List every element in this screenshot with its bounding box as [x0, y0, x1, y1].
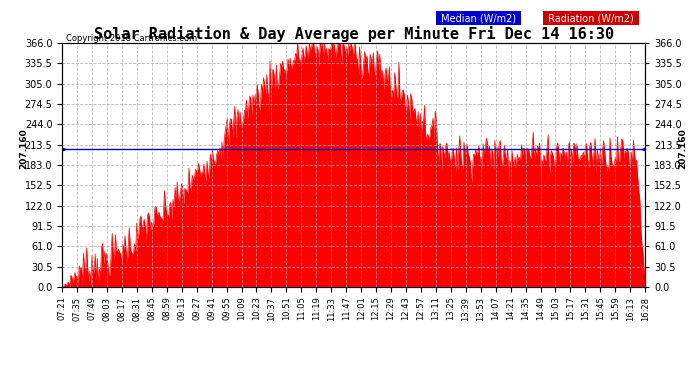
Title: Solar Radiation & Day Average per Minute Fri Dec 14 16:30: Solar Radiation & Day Average per Minute… — [94, 26, 613, 42]
Text: 207.160: 207.160 — [20, 129, 29, 169]
Text: Median (W/m2): Median (W/m2) — [438, 13, 520, 23]
Text: Copyright 2018 Cartronics.com: Copyright 2018 Cartronics.com — [66, 34, 197, 43]
Text: 207.160: 207.160 — [678, 129, 687, 169]
Text: Radiation (W/m2): Radiation (W/m2) — [545, 13, 637, 23]
